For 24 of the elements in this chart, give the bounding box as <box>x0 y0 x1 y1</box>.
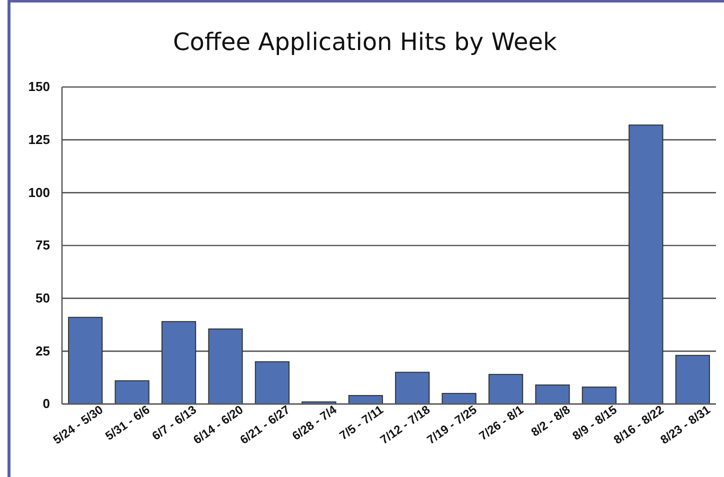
bar <box>395 372 430 404</box>
y-tick-label: 25 <box>36 343 50 358</box>
bar <box>442 392 476 404</box>
bar <box>628 124 664 404</box>
x-tick-label: 7/26 - 8/1 <box>476 402 526 444</box>
bar <box>582 386 617 404</box>
y-tick-label: 125 <box>28 132 50 147</box>
x-tick-label: 6/28 - 7/4 <box>290 402 340 444</box>
bar <box>208 328 243 404</box>
bar <box>68 316 103 404</box>
y-tick-label: 75 <box>36 238 50 253</box>
x-tick-label: 8/2 - 8/8 <box>528 402 573 440</box>
bar <box>675 354 710 404</box>
bar <box>114 380 150 404</box>
y-tick-label: 0 <box>42 396 50 412</box>
y-tick-label: 150 <box>28 79 50 94</box>
chart-title: Coffee Application Hits by Week <box>173 28 558 56</box>
bar <box>161 321 196 404</box>
bar <box>254 361 290 404</box>
bar <box>535 384 570 404</box>
bar <box>348 395 383 404</box>
y-tick-label: 100 <box>28 184 50 200</box>
y-tick-label: 50 <box>36 290 50 306</box>
bar <box>488 374 524 404</box>
